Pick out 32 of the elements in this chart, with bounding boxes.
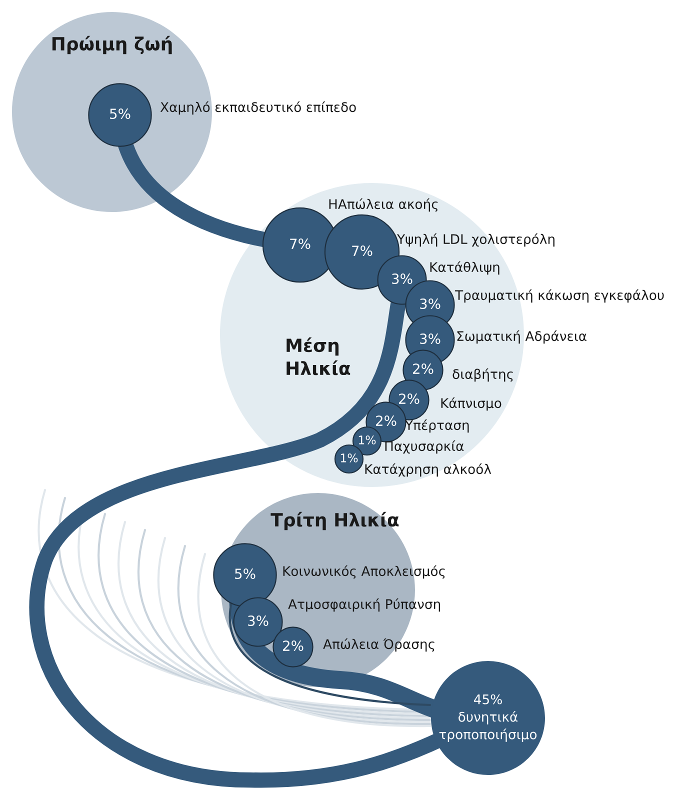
category-label: Ατμοσφαιρική Ρύπανση (288, 598, 440, 612)
data-label: 7% (290, 238, 310, 250)
data-label: 1% (358, 435, 376, 444)
data-label: 1% (340, 453, 358, 462)
data-label: 2% (399, 394, 420, 404)
category-label: Τραυματική κάκωση εγκεφάλου (454, 289, 664, 303)
category-label: διαβήτης (452, 368, 513, 382)
category-label: Απώλεια Όρασης (323, 638, 434, 652)
data-label: 2% (413, 364, 434, 374)
text: 45% δυνητικά τροποποιήσιμο (439, 694, 537, 742)
category-label: Κατάχρηση αλκοόλ (365, 463, 492, 477)
data-label: 7% (352, 246, 372, 256)
category-label: Παχυσαρκία (385, 440, 464, 454)
text: Πρώιμη ζωή (52, 36, 172, 54)
category-label: Κατάθλιψη (430, 261, 500, 275)
category-label: Σωματική Αδράνεια (457, 330, 586, 344)
data-label: 5% (110, 108, 130, 120)
data-label: 3% (392, 274, 412, 284)
series-label: Τρίτη Ηλικία (270, 512, 399, 530)
category-label: Κάπνισμο (441, 397, 502, 411)
data-label: 2% (376, 416, 396, 426)
data-label: 3% (248, 616, 268, 626)
data-label: 2% (283, 640, 304, 652)
category-label: Κοινωνικός Αποκλεισμός (283, 565, 445, 579)
data-label: 5% (235, 568, 256, 580)
text: Μέση Ηλικία (286, 337, 350, 376)
data-label: 3% (420, 334, 440, 344)
category-label: Υπέρταση (404, 419, 469, 433)
category-label: Υψηλή LDL χολιστερόλη (396, 233, 554, 247)
category-label: Χαμηλό εκπαιδευτικό επίπεδο (160, 101, 356, 115)
data-label: 3% (420, 298, 440, 310)
category-label: ΗΑπώλεια ακοής (329, 198, 438, 212)
